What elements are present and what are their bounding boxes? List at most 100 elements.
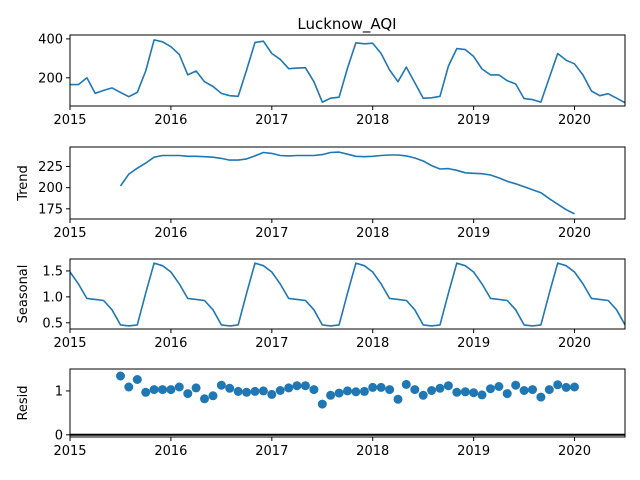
resid-point [191, 383, 201, 393]
x-tick-label: 2015 [53, 113, 86, 128]
resid-point [132, 375, 142, 384]
resid-point [443, 381, 453, 391]
x-tick-label: 2017 [255, 444, 288, 459]
resid-axes-frame [69, 368, 626, 438]
seasonal-axes-frame [69, 258, 626, 330]
resid-point [435, 383, 445, 393]
resid-point [292, 381, 302, 391]
resid-point [368, 382, 378, 392]
resid-point [284, 383, 294, 393]
resid-point [225, 383, 235, 393]
resid-panel: 2015 2016 2017 2018 2019 2020 0 1 Resid [16, 368, 626, 459]
resid-point [376, 382, 386, 392]
resid-point [174, 382, 184, 392]
resid-point [359, 386, 369, 396]
resid-point [351, 387, 361, 397]
x-tick-label: 2018 [356, 113, 389, 128]
x-tick-label: 2017 [255, 113, 288, 128]
y-tick-label: 175 [38, 202, 63, 217]
resid-point [233, 386, 243, 396]
y-tick-label: 400 [38, 32, 63, 47]
x-tick-label: 2019 [457, 226, 490, 241]
resid-point [317, 399, 327, 409]
resid-point [242, 387, 252, 397]
resid-point [477, 390, 487, 400]
y-tick-label: 1.5 [42, 264, 63, 279]
x-tick-label: 2017 [255, 336, 288, 351]
seasonal-ylabel: Seasonal [16, 265, 31, 324]
x-tick-label: 2018 [356, 444, 389, 459]
resid-point [149, 385, 159, 395]
resid-point [343, 386, 352, 396]
resid-point [116, 371, 125, 381]
resid-point [570, 382, 579, 392]
resid-point [275, 386, 285, 395]
observed-panel: 2015 2016 2017 2018 2019 2020 200 400 [38, 32, 626, 128]
y-tick-label: 1.0 [42, 290, 63, 305]
y-tick-label: 0 [55, 428, 63, 443]
resid-point [519, 386, 529, 395]
trend-line [119, 151, 575, 215]
x-tick-label: 2016 [154, 444, 187, 459]
resid-point [469, 388, 479, 398]
y-tick-label: 1 [55, 384, 63, 399]
resid-point [410, 385, 420, 395]
seasonal-panel: 2015 2016 2017 2018 2019 2020 0.5 1.0 1.5 Seasona… [16, 258, 626, 351]
resid-point [334, 388, 344, 398]
x-tick-label: 2015 [53, 336, 86, 351]
resid-point [158, 385, 167, 395]
x-tick-label: 2015 [53, 444, 86, 459]
resid-point [385, 385, 395, 395]
x-tick-label: 2015 [53, 226, 86, 241]
resid-point [511, 380, 521, 390]
resid-point [200, 394, 209, 404]
x-tick-label: 2018 [356, 336, 389, 351]
resid-point [486, 384, 495, 394]
resid-point [267, 389, 277, 399]
chart-title: Lucknow_AQI [297, 15, 396, 34]
resid-point [216, 380, 226, 390]
x-tick-label: 2016 [154, 113, 187, 128]
resid-point [536, 392, 546, 402]
resid-point [300, 381, 310, 391]
observed-axes-frame [69, 34, 626, 107]
x-tick-label: 2018 [356, 226, 389, 241]
trend-axes-frame [69, 146, 626, 220]
y-tick-label: 225 [38, 160, 63, 175]
resid-ylabel: Resid [16, 385, 31, 420]
resid-point [528, 385, 537, 395]
x-tick-label: 2019 [457, 113, 490, 128]
resid-point [208, 391, 218, 401]
resid-point [460, 387, 470, 397]
trend-panel: 2015 2016 2017 2018 2019 2020 175 200 225 Trend [16, 146, 626, 241]
x-tick-label: 2020 [558, 226, 591, 241]
resid-point [427, 386, 437, 395]
resid-point [250, 386, 260, 396]
trend-ylabel: Trend [16, 165, 31, 202]
y-tick-label: 200 [38, 181, 63, 196]
resid-point [326, 390, 336, 400]
x-tick-label: 2020 [558, 444, 591, 459]
resid-point [494, 382, 504, 391]
resid-point [141, 387, 151, 397]
x-tick-label: 2017 [255, 226, 288, 241]
x-tick-label: 2019 [457, 444, 490, 459]
resid-point [452, 387, 462, 397]
resid-point [124, 382, 134, 392]
resid-point [393, 394, 403, 404]
x-tick-label: 2019 [457, 336, 490, 351]
seasonal-line [69, 262, 626, 327]
resid-point [183, 389, 193, 399]
resid-point [502, 389, 512, 399]
resid-point [258, 386, 268, 396]
y-tick-label: 200 [38, 71, 63, 86]
observed-line [70, 39, 626, 104]
x-tick-label: 2020 [558, 113, 591, 128]
resid-point [561, 382, 571, 392]
x-tick-label: 2020 [558, 336, 591, 351]
resid-point [166, 385, 176, 395]
y-tick-label: 0.5 [42, 316, 63, 331]
resid-point [309, 385, 319, 395]
x-tick-label: 2016 [154, 336, 187, 351]
